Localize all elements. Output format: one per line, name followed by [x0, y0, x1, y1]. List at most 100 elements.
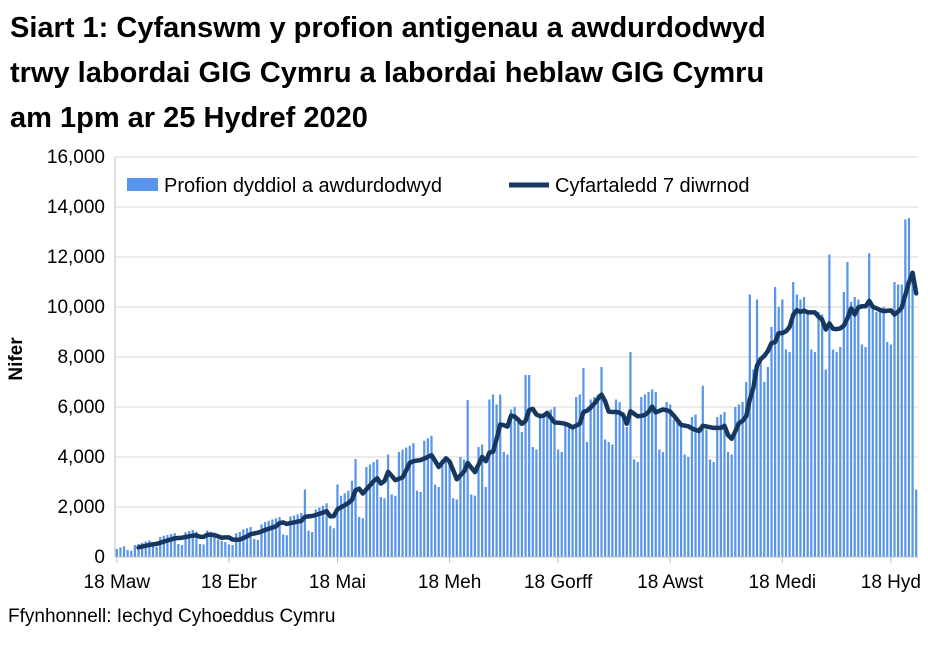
bar	[535, 449, 538, 557]
bar	[209, 531, 212, 557]
chart-title: Siart 1: Cyfanswm y profion antigenau a …	[10, 6, 922, 141]
bar	[716, 416, 719, 557]
bar	[329, 525, 332, 557]
bar	[629, 351, 632, 557]
bar	[499, 394, 502, 557]
bar	[636, 461, 639, 557]
bar	[687, 456, 690, 557]
bar	[137, 543, 140, 557]
y-tick-label: 0	[94, 547, 105, 568]
bar	[802, 296, 806, 557]
bar	[386, 454, 390, 557]
bar	[119, 547, 122, 557]
bar	[777, 306, 780, 557]
bar	[828, 254, 831, 557]
bar	[882, 306, 885, 557]
seven-day-average-line	[136, 270, 919, 550]
bar	[770, 326, 773, 557]
bar	[661, 451, 665, 557]
x-tick-label: 18 Awst	[637, 572, 704, 593]
bar	[875, 311, 878, 557]
bar	[640, 396, 643, 557]
bar	[607, 441, 610, 557]
bar	[321, 505, 325, 557]
bar	[126, 549, 129, 557]
bar	[495, 404, 498, 557]
bar	[596, 394, 599, 557]
bar	[755, 299, 759, 557]
bar	[556, 449, 560, 557]
bar	[766, 366, 770, 557]
bar	[672, 419, 675, 557]
bar	[864, 346, 867, 557]
bar	[900, 284, 903, 557]
bar	[159, 536, 162, 557]
bar	[585, 441, 589, 557]
bar	[846, 261, 849, 557]
bar	[397, 451, 401, 557]
chart-title-line-3: am 1pm ar 25 Hydref 2020	[10, 101, 368, 134]
bar	[647, 391, 650, 557]
bar	[401, 449, 404, 557]
bar	[578, 394, 581, 557]
x-tick-label: 18 Ebr	[201, 572, 258, 593]
bar	[542, 414, 545, 557]
bar	[292, 515, 296, 557]
legend: Profion dyddiol a awdurdodwyd Cyfartaled…	[127, 175, 750, 197]
bar	[792, 281, 795, 557]
bar	[839, 346, 842, 557]
bar	[169, 533, 173, 557]
seven-day-average-path	[136, 270, 919, 550]
bar	[759, 361, 762, 557]
bar	[473, 495, 477, 557]
bar	[868, 253, 871, 557]
bar	[206, 530, 209, 557]
bar	[394, 495, 397, 557]
x-tick-label: 18 Medi	[749, 572, 817, 593]
bar	[339, 495, 343, 557]
bar	[336, 484, 339, 557]
bar	[347, 490, 350, 557]
bar	[730, 454, 733, 557]
bar	[513, 406, 516, 557]
bar	[593, 396, 596, 557]
bar	[314, 509, 317, 557]
y-tick-label: 2,000	[57, 497, 105, 518]
bar	[690, 416, 694, 557]
bar	[430, 435, 433, 557]
bar	[412, 443, 415, 557]
bar	[462, 459, 466, 557]
bar	[191, 529, 194, 557]
bar	[669, 404, 672, 557]
bar	[915, 489, 918, 557]
bar	[734, 406, 737, 557]
bar	[676, 421, 679, 557]
bar	[415, 490, 419, 557]
bar	[282, 534, 285, 557]
bar	[419, 491, 422, 557]
bar	[712, 461, 715, 557]
bar	[166, 534, 169, 557]
bar	[155, 546, 158, 557]
bar	[741, 401, 744, 557]
bar-series-swatch	[127, 177, 158, 191]
bar	[524, 374, 527, 557]
bar	[318, 507, 321, 557]
bar	[698, 426, 701, 557]
chart-area: 0 2,000 4,000 6,000 8,000 10,000 12,000 14,000 1…	[0, 147, 928, 604]
y-tick-label: 14,000	[47, 197, 105, 218]
bar	[604, 439, 607, 557]
x-tick-label: 18 Meh	[418, 572, 481, 593]
bar	[452, 498, 455, 557]
bar	[459, 456, 462, 557]
bar	[423, 440, 426, 557]
bar	[368, 464, 372, 557]
bar	[752, 369, 755, 557]
bar	[665, 401, 668, 557]
bar	[238, 531, 241, 557]
bar	[549, 409, 552, 557]
bar	[372, 461, 375, 557]
bar	[799, 299, 802, 557]
bar	[810, 349, 813, 557]
x-tick-label: 18 Mai	[309, 572, 366, 593]
